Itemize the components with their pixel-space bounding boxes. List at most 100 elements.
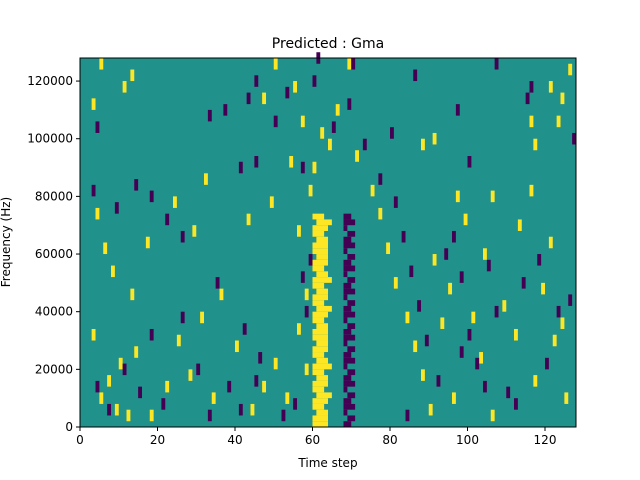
dark-band-cell xyxy=(343,317,348,324)
high-value-cell xyxy=(285,392,290,404)
x-tick-label: 60 xyxy=(305,433,320,447)
high-value-cell xyxy=(308,184,313,197)
low-value-cell xyxy=(424,334,429,347)
low-value-cell xyxy=(347,98,352,110)
band-cell xyxy=(312,265,325,272)
low-value-cell xyxy=(254,156,259,168)
plot-frame xyxy=(79,57,577,428)
low-value-cell xyxy=(122,363,127,376)
dark-band-cell xyxy=(343,242,356,249)
low-value-cell xyxy=(91,184,96,197)
y-tick-label: 100000 xyxy=(27,132,73,146)
band-cell xyxy=(316,340,329,347)
low-value-cell xyxy=(238,403,243,416)
high-value-cell xyxy=(432,254,437,266)
x-tick-label: 120 xyxy=(534,433,557,447)
high-value-cell xyxy=(289,156,294,168)
low-value-cell xyxy=(95,380,100,393)
high-value-cell xyxy=(211,392,216,404)
low-value-cell xyxy=(254,75,259,87)
low-value-cell xyxy=(459,346,464,358)
high-value-cell xyxy=(293,81,298,93)
dark-band-cell xyxy=(347,230,356,237)
high-value-cell xyxy=(91,98,96,110)
band-cell xyxy=(312,386,325,393)
dark-band-cell xyxy=(343,334,356,341)
low-value-cell xyxy=(494,58,499,70)
high-value-cell xyxy=(246,213,251,226)
dark-band-cell xyxy=(343,225,348,231)
low-value-cell xyxy=(207,109,212,122)
x-axis: 0 20 40 60 80 100 120 xyxy=(76,427,556,447)
dark-band-cell xyxy=(343,311,356,318)
band-cell xyxy=(316,271,329,278)
high-value-cell xyxy=(548,236,553,249)
low-value-cell xyxy=(207,409,212,422)
high-value-cell xyxy=(479,352,484,364)
dark-band-cell xyxy=(343,294,348,301)
band-cell xyxy=(312,259,328,266)
high-value-cell xyxy=(529,184,534,197)
high-value-cell xyxy=(262,380,267,393)
high-value-cell xyxy=(145,236,150,249)
high-value-cell xyxy=(103,242,108,255)
high-value-cell xyxy=(312,161,317,174)
band-cell xyxy=(312,328,328,335)
low-value-cell xyxy=(134,179,139,191)
low-value-cell xyxy=(459,271,464,283)
band-cell xyxy=(312,421,328,427)
low-value-cell xyxy=(390,127,394,139)
high-value-cell xyxy=(440,317,445,329)
band-cell xyxy=(316,305,332,312)
high-value-cell xyxy=(421,138,425,151)
low-value-cell xyxy=(486,259,491,272)
y-tick-label: 60000 xyxy=(35,247,73,261)
low-value-cell xyxy=(378,173,383,185)
high-value-cell xyxy=(269,196,274,208)
low-value-cell xyxy=(556,305,561,318)
low-value-cell xyxy=(161,398,166,410)
y-tick-label: 40000 xyxy=(35,305,73,319)
high-value-cell xyxy=(529,115,534,128)
high-value-cell xyxy=(564,392,569,404)
dark-band-cell xyxy=(347,300,356,306)
low-value-cell xyxy=(405,409,410,422)
y-tick-label: 120000 xyxy=(27,74,73,88)
high-value-cell xyxy=(490,409,495,422)
band-cell xyxy=(316,236,329,243)
high-value-cell xyxy=(320,127,325,139)
dark-band-cell xyxy=(343,421,352,427)
high-value-cell xyxy=(471,311,476,324)
low-value-cell xyxy=(467,328,472,341)
band-cell xyxy=(312,380,328,387)
dark-band-cell xyxy=(347,323,356,329)
dark-band-cell xyxy=(343,375,352,381)
low-value-cell xyxy=(568,294,573,306)
low-value-cell xyxy=(227,380,232,393)
dark-band-cell xyxy=(343,282,352,289)
dark-band-cell xyxy=(347,254,356,260)
high-value-cell xyxy=(355,150,360,162)
low-value-cell xyxy=(452,230,456,243)
cell-layer xyxy=(91,52,577,422)
y-tick-label: 0 xyxy=(65,420,73,434)
high-value-cell xyxy=(541,282,546,295)
band-cell xyxy=(312,317,325,324)
high-value-cell xyxy=(99,58,104,70)
dark-band-cell xyxy=(343,265,356,272)
band-cell xyxy=(312,363,332,370)
dark-band-cell xyxy=(347,346,356,353)
low-value-cell xyxy=(483,380,487,393)
low-value-cell xyxy=(529,81,534,93)
low-value-cell xyxy=(401,230,406,243)
high-value-cell xyxy=(114,403,119,416)
high-value-cell xyxy=(370,184,375,197)
band-cell xyxy=(312,242,328,249)
dark-band-cell xyxy=(343,271,348,278)
x-axis-label: Time step xyxy=(297,456,357,470)
high-value-cell xyxy=(149,409,154,422)
low-value-cell xyxy=(506,386,511,399)
low-value-cell xyxy=(254,375,259,387)
low-value-cell xyxy=(467,156,472,168)
high-value-cell xyxy=(517,219,522,231)
